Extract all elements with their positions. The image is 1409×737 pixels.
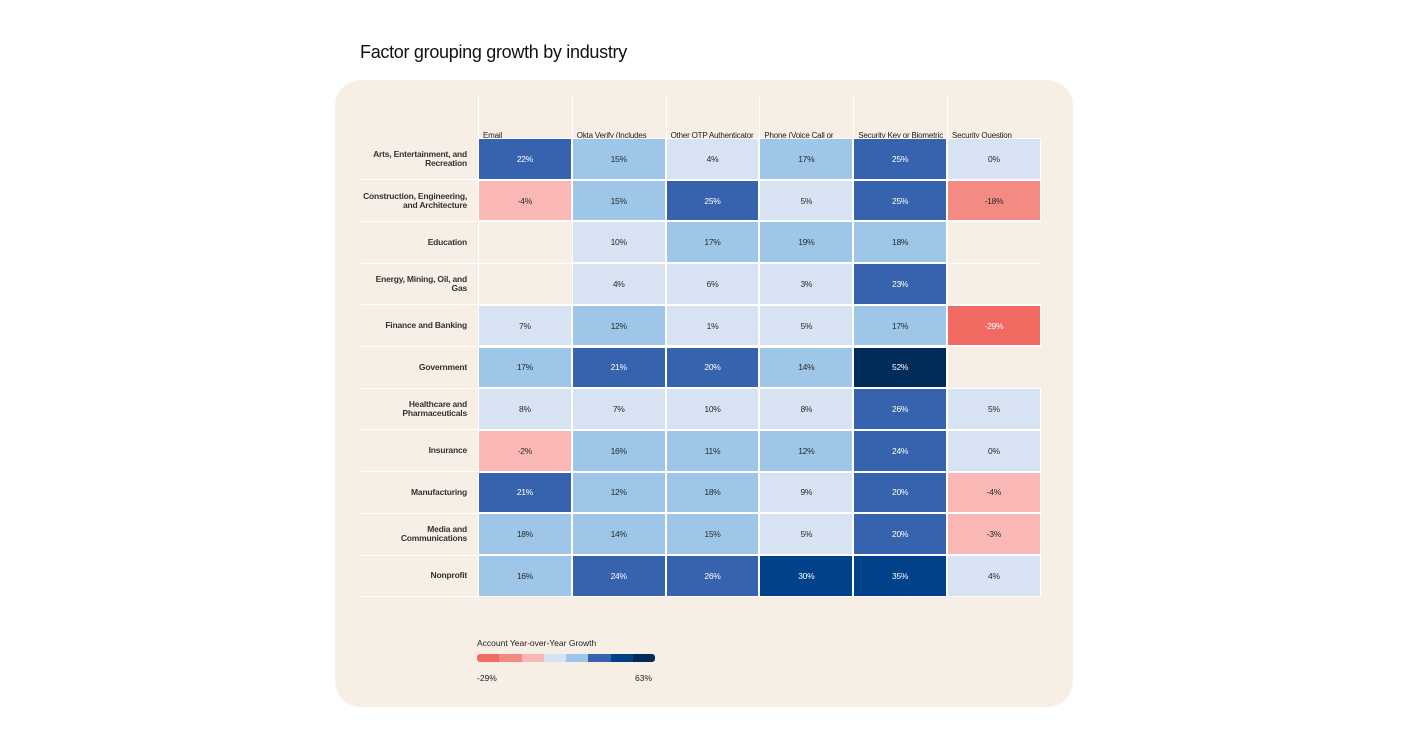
row-label-container: Manufacturing <box>360 472 467 514</box>
heatmap-cell: -4% <box>478 179 572 222</box>
row-label: Manufacturing <box>411 486 467 497</box>
row-label-container: Nonprofit <box>360 555 468 597</box>
row-label-container: Arts, Entertainment, and Recreation <box>360 138 467 180</box>
row-label: Nonprofit <box>430 570 468 581</box>
row-label-container: Media and Communications <box>360 513 467 555</box>
row-label: Arts, Entertainment, and Recreation <box>373 148 467 168</box>
heatmap-cell: -2% <box>478 429 572 472</box>
row-label: Healthcare and Pharmaceuticals <box>402 399 467 419</box>
legend: Account Year-over-Year Growth -29% 63% <box>477 638 655 683</box>
heatmap-cell: 20% <box>853 513 947 555</box>
heatmap-cell: 10% <box>571 221 666 264</box>
row-label-container: Government <box>360 347 467 389</box>
legend-color-bar <box>477 654 655 662</box>
legend-swatch <box>632 654 655 662</box>
heatmap-cell: 26% <box>665 555 760 597</box>
chart-title: Factor grouping growth by industry <box>360 42 627 62</box>
heatmap-cell: 17% <box>759 138 854 180</box>
row-label: Insurance <box>428 445 468 456</box>
heatmap-cell: 0% <box>947 429 1041 472</box>
heatmap-cell: 21% <box>571 346 666 389</box>
legend-title: Account Year-over-Year Growth <box>477 638 597 648</box>
row-label-container: Construction, Engineering, and Architect… <box>360 180 467 222</box>
legend-swatch <box>477 654 500 662</box>
heatmap-cell: 5% <box>759 513 854 555</box>
heatmap-cell: 14% <box>759 346 854 389</box>
heatmap-cell: -18% <box>947 179 1041 222</box>
legend-swatch <box>499 654 522 662</box>
heatmap-cell: 16% <box>571 429 666 472</box>
heatmap-cell: 17% <box>665 221 760 264</box>
heatmap-cell: 4% <box>665 138 760 180</box>
heatmap-cell: -29% <box>947 304 1041 347</box>
heatmap-cell: 12% <box>571 304 666 347</box>
heatmap-cell: 35% <box>853 555 947 597</box>
heatmap-cell: 20% <box>853 471 947 514</box>
heatmap-cell: 18% <box>853 221 947 264</box>
row-label: Media and Communications <box>400 524 467 544</box>
heatmap-cell: 24% <box>571 555 666 597</box>
heatmap-cell: 3% <box>759 263 854 305</box>
row-label-container: Insurance <box>360 430 468 472</box>
heatmap-cell: 52% <box>853 346 947 389</box>
row-label: Construction, Engineering, and Architect… <box>363 190 467 210</box>
row-label: Education <box>427 236 467 247</box>
heatmap-cell: 17% <box>478 346 572 389</box>
heatmap-cell: 7% <box>571 388 666 430</box>
heatmap-cell: 6% <box>665 263 760 305</box>
heatmap-cell: 19% <box>759 221 854 264</box>
heatmap-cell: 16% <box>478 555 572 597</box>
row-label-container: Energy, Mining, Oil, and Gas <box>360 263 468 305</box>
heatmap-cell: 18% <box>665 471 760 514</box>
legend-swatch <box>566 654 589 662</box>
heatmap-cell: 0% <box>947 138 1041 180</box>
row-label: Energy, Mining, Oil, and Gas <box>375 273 468 293</box>
legend-swatch <box>521 654 544 662</box>
heatmap-cell: 14% <box>571 513 666 555</box>
row-label-container: Finance and Banking <box>360 305 467 347</box>
heatmap-cell: 12% <box>759 429 854 472</box>
heatmap-cell: 4% <box>947 555 1041 597</box>
legend-min-label: -29% <box>477 673 497 683</box>
heatmap-cell: 10% <box>665 388 760 430</box>
heatmap-cell: 22% <box>478 138 572 180</box>
row-label: Finance and Banking <box>385 320 467 331</box>
heatmap-cell: 18% <box>478 513 572 555</box>
heatmap-cell: 11% <box>665 429 760 472</box>
row-label: Government <box>418 361 467 372</box>
row-divider <box>360 596 1041 598</box>
heatmap-cell: 30% <box>759 555 854 597</box>
heatmap-cell: 5% <box>759 179 854 222</box>
legend-swatch <box>588 654 611 662</box>
legend-swatch <box>610 654 633 662</box>
heatmap-cell: 5% <box>947 388 1041 430</box>
heatmap-cell: 23% <box>853 263 947 305</box>
heatmap-cell: 25% <box>665 179 760 222</box>
heatmap-cell: 4% <box>571 263 666 305</box>
heatmap-cell: 8% <box>759 388 854 430</box>
heatmap-cell: 21% <box>478 471 572 514</box>
row-label-container: Healthcare and Pharmaceuticals <box>360 388 467 430</box>
heatmap-cell: -3% <box>947 513 1041 555</box>
heatmap-cell: 24% <box>853 429 947 472</box>
heatmap-cell: 15% <box>571 179 666 222</box>
heatmap-cell: 9% <box>759 471 854 514</box>
heatmap-cell: 17% <box>853 304 947 347</box>
row-label-container: Education <box>360 221 467 263</box>
heatmap-cell: 15% <box>571 138 666 180</box>
legend-swatch <box>543 654 566 662</box>
heatmap-cell: 15% <box>665 513 760 555</box>
heatmap-cell: 12% <box>571 471 666 514</box>
heatmap-cell: 7% <box>478 304 572 347</box>
heatmap-cell: 25% <box>853 179 947 222</box>
heatmap-cell: 20% <box>665 346 760 389</box>
heatmap-cell: 8% <box>478 388 572 430</box>
heatmap-cell: 1% <box>665 304 760 347</box>
heatmap-cell: 5% <box>759 304 854 347</box>
heatmap-cell: 26% <box>853 388 947 430</box>
heatmap-cell: 25% <box>853 138 947 180</box>
legend-max-label: 63% <box>635 673 653 683</box>
heatmap-cell: -4% <box>947 471 1041 514</box>
